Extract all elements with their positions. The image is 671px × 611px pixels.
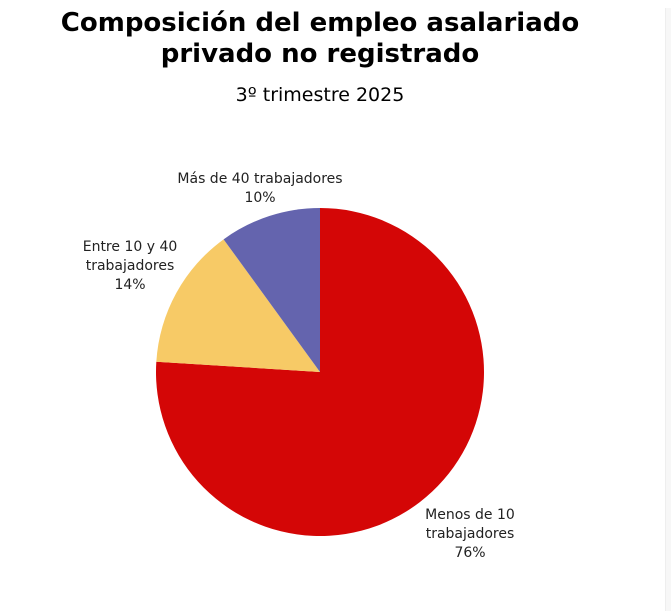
slice-label-mas-40: Más de 40 trabajadores 10% bbox=[160, 170, 360, 208]
pie-slice-2 bbox=[223, 208, 320, 372]
chart-title: Composición del empleo asalariado privad… bbox=[0, 8, 640, 70]
title-line-2: privado no registrado bbox=[160, 39, 480, 69]
panel-edge bbox=[665, 8, 671, 611]
value-label: 76% bbox=[454, 545, 486, 561]
label-text: trabajadores bbox=[85, 258, 175, 274]
value-label: 14% bbox=[114, 277, 146, 293]
chart-subtitle: 3º trimestre 2025 bbox=[235, 84, 405, 106]
slice-label-menos-10: Menos de 10 trabajadores 76% bbox=[400, 506, 540, 563]
value-label: 10% bbox=[244, 190, 276, 206]
slice-label-entre-10-40: Entre 10 y 40 trabajadores 14% bbox=[60, 238, 200, 295]
title-line-1: Composición del empleo asalariado bbox=[60, 8, 580, 38]
label-text: Menos de 10 bbox=[425, 507, 515, 523]
label-text: trabajadores bbox=[425, 526, 515, 542]
label-text: Más de 40 trabajadores bbox=[177, 171, 343, 187]
label-text: Entre 10 y 40 bbox=[82, 239, 178, 255]
pie-slice-1 bbox=[156, 239, 320, 372]
